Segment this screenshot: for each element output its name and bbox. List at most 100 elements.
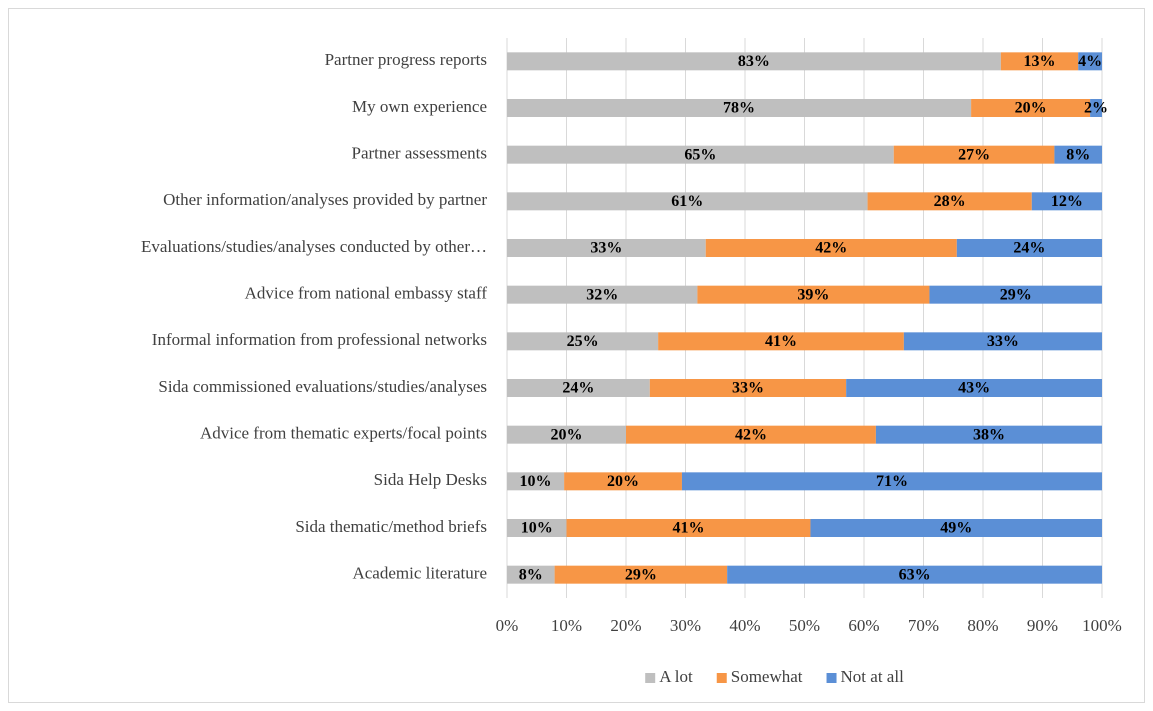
bar-segment xyxy=(875,425,1102,444)
bar-segment xyxy=(507,472,565,491)
legend-label: A lot xyxy=(659,667,693,686)
bar-segment xyxy=(1031,192,1102,211)
value-label: 24% xyxy=(1013,240,1045,257)
bar-segment xyxy=(1000,52,1079,71)
bar-segment xyxy=(1090,99,1102,117)
y-tick-label: Academic literature xyxy=(352,564,487,583)
bar-segment xyxy=(846,379,1102,397)
x-tick-label: 90% xyxy=(1027,616,1058,635)
bar-segment xyxy=(507,379,650,397)
bar-segment xyxy=(810,519,1102,537)
bar-segment xyxy=(1054,145,1102,164)
value-label: 2% xyxy=(1084,100,1108,117)
value-label: 12% xyxy=(1051,193,1083,210)
value-label: 32% xyxy=(586,286,618,303)
value-label: 49% xyxy=(940,520,972,537)
bar-segment xyxy=(507,425,626,444)
bar-segment xyxy=(507,239,706,257)
y-tick-label: Advice from thematic experts/focal point… xyxy=(200,424,487,443)
y-tick-label: My own experience xyxy=(352,97,487,116)
bar-segment xyxy=(507,332,659,351)
y-tick-label: Advice from national embassy staff xyxy=(245,284,488,303)
x-tick-label: 100% xyxy=(1082,616,1122,635)
value-label: 43% xyxy=(958,380,990,397)
value-label: 78% xyxy=(723,100,755,117)
value-label: 24% xyxy=(562,380,594,397)
value-label: 38% xyxy=(973,426,1005,443)
bar-segment xyxy=(893,145,1055,164)
value-label: 42% xyxy=(815,240,847,257)
y-tick-label: Informal information from professional n… xyxy=(152,330,487,349)
value-label: 39% xyxy=(797,286,829,303)
legend-swatch xyxy=(645,673,656,683)
value-label: 10% xyxy=(521,520,553,537)
value-label: 10% xyxy=(520,473,552,490)
y-tick-label: Sida Help Desks xyxy=(374,470,487,489)
x-tick-label: 0% xyxy=(496,616,519,635)
value-label: 42% xyxy=(735,426,767,443)
legend-label: Not at all xyxy=(841,667,905,686)
bar-segment xyxy=(929,285,1102,304)
value-label: 41% xyxy=(765,333,797,350)
x-tick-label: 10% xyxy=(551,616,582,635)
bar-segment xyxy=(566,519,811,537)
legend-swatch xyxy=(716,673,727,683)
bar-segment xyxy=(507,192,868,211)
bar-segment xyxy=(507,285,698,304)
value-label: 4% xyxy=(1078,53,1102,70)
y-tick-label: Sida commissioned evaluations/studies/an… xyxy=(158,377,487,396)
value-label: 33% xyxy=(732,380,764,397)
bar-segment xyxy=(867,192,1032,211)
value-label: 20% xyxy=(1015,100,1047,117)
value-label: 20% xyxy=(607,473,639,490)
bar-segment xyxy=(507,565,555,584)
bar-segment xyxy=(1078,52,1102,71)
value-label: 8% xyxy=(519,566,543,583)
x-tick-label: 50% xyxy=(789,616,820,635)
y-tick-label: Other information/analyses provided by p… xyxy=(163,190,487,209)
bar-segment xyxy=(705,239,957,257)
bar-segment xyxy=(971,99,1091,117)
bar-segment xyxy=(507,145,894,164)
legend-swatch xyxy=(826,673,837,683)
y-tick-label: Sida thematic/method briefs xyxy=(295,517,487,536)
y-tick-label: Partner progress reports xyxy=(325,50,487,69)
y-tick-label: Partner assessments xyxy=(351,144,487,163)
bar-segment xyxy=(507,519,567,537)
value-label: 61% xyxy=(671,193,703,210)
chart-border xyxy=(8,8,1145,703)
x-tick-label: 30% xyxy=(670,616,701,635)
value-label: 29% xyxy=(625,566,657,583)
x-tick-label: 20% xyxy=(610,616,641,635)
bar-segment xyxy=(681,472,1102,491)
x-tick-label: 70% xyxy=(908,616,939,635)
bar-segment xyxy=(507,52,1001,71)
value-label: 41% xyxy=(672,520,704,537)
bar-segment xyxy=(956,239,1102,257)
x-tick-label: 40% xyxy=(729,616,760,635)
bar-segment xyxy=(658,332,904,351)
value-label: 33% xyxy=(987,333,1019,350)
bar-segment xyxy=(727,565,1102,584)
value-label: 8% xyxy=(1066,146,1090,163)
y-tick-label: Evaluations/studies/analyses conducted b… xyxy=(141,237,487,256)
value-label: 83% xyxy=(738,53,770,70)
legend-label: Somewhat xyxy=(731,667,803,686)
bar-segment xyxy=(649,379,847,397)
x-tick-label: 60% xyxy=(848,616,879,635)
value-label: 33% xyxy=(590,240,622,257)
value-label: 20% xyxy=(551,426,583,443)
bar-segment xyxy=(903,332,1102,351)
bar-segment xyxy=(564,472,682,491)
value-label: 71% xyxy=(876,473,908,490)
value-label: 65% xyxy=(684,146,716,163)
value-label: 63% xyxy=(899,566,931,583)
x-tick-label: 80% xyxy=(967,616,998,635)
bar-segment xyxy=(554,565,728,584)
bar-segment xyxy=(507,99,972,117)
value-label: 29% xyxy=(1000,286,1032,303)
value-label: 28% xyxy=(934,193,966,210)
value-label: 25% xyxy=(567,333,599,350)
